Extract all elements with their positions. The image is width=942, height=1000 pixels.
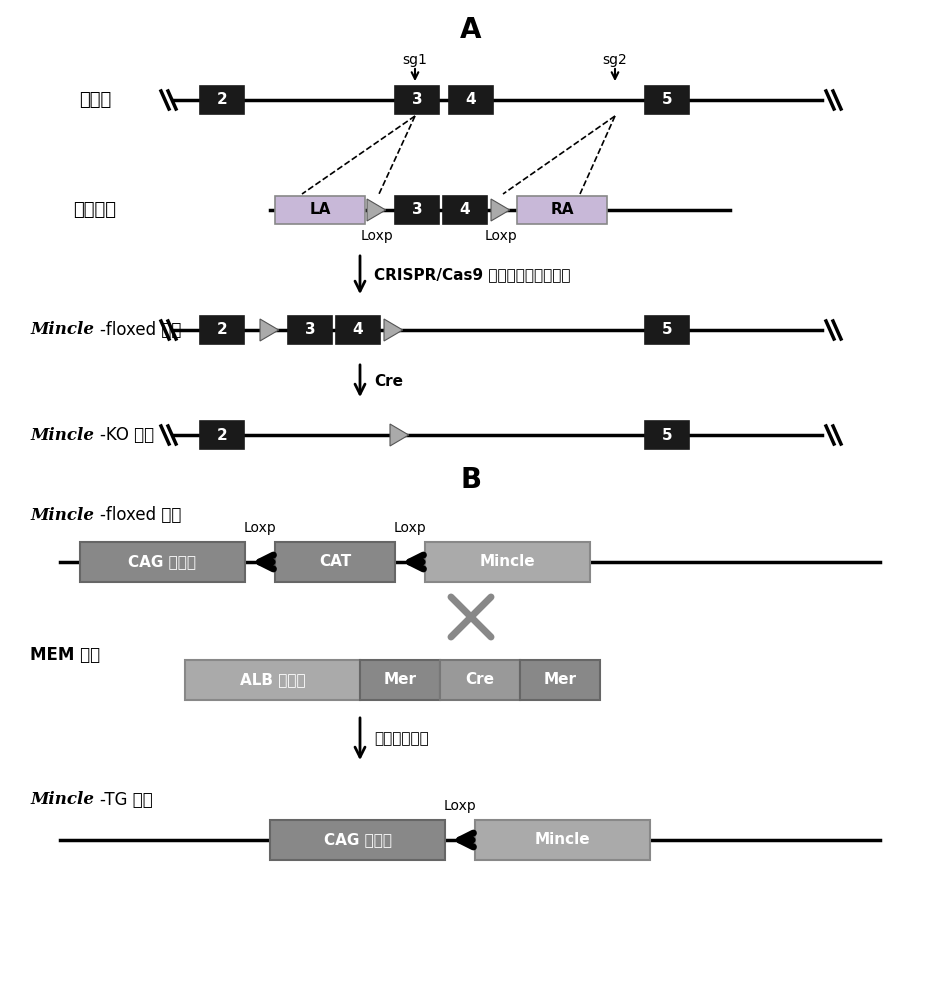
Text: Mincle: Mincle — [479, 554, 535, 570]
Text: Mincle: Mincle — [30, 792, 94, 808]
Bar — [395, 196, 439, 224]
Bar — [185, 660, 360, 700]
Text: MEM 小鼠: MEM 小鼠 — [30, 646, 100, 664]
Text: 3: 3 — [412, 93, 422, 107]
Text: Mincle: Mincle — [30, 322, 94, 338]
Text: 3: 3 — [304, 322, 316, 338]
Bar — [395, 86, 439, 114]
Bar — [200, 421, 244, 449]
Text: 2: 2 — [217, 93, 227, 107]
Bar — [645, 86, 689, 114]
Bar — [520, 660, 600, 700]
Bar — [443, 196, 487, 224]
Text: Loxp: Loxp — [484, 229, 517, 243]
Text: -floxed 小鼠: -floxed 小鼠 — [100, 321, 182, 339]
Polygon shape — [260, 319, 279, 341]
Text: 他莫昔芬处理: 他莫昔芬处理 — [374, 732, 429, 746]
Text: LA: LA — [309, 202, 331, 218]
Text: 4: 4 — [465, 93, 477, 107]
Text: Loxp: Loxp — [361, 229, 394, 243]
Text: 5: 5 — [661, 93, 673, 107]
Bar — [200, 316, 244, 344]
Text: CAG 启动子: CAG 启动子 — [323, 832, 392, 848]
Text: CAG 启动子: CAG 启动子 — [128, 554, 197, 570]
Text: 5: 5 — [661, 322, 673, 338]
Text: B: B — [461, 466, 481, 494]
Text: Loxp: Loxp — [444, 799, 477, 813]
Text: Mer: Mer — [383, 672, 416, 688]
Text: 3: 3 — [412, 202, 422, 218]
Bar — [449, 86, 493, 114]
Bar — [275, 542, 395, 582]
Text: A: A — [461, 16, 481, 44]
Bar — [475, 820, 650, 860]
Bar — [270, 820, 445, 860]
Text: -KO 小鼠: -KO 小鼠 — [100, 426, 154, 444]
Text: CAT: CAT — [319, 554, 351, 570]
Text: Loxp: Loxp — [244, 521, 276, 535]
Text: Mer: Mer — [544, 672, 577, 688]
Bar — [200, 86, 244, 114]
Bar — [288, 316, 332, 344]
Bar — [645, 421, 689, 449]
Bar — [425, 542, 590, 582]
Text: Cre: Cre — [465, 672, 495, 688]
Text: 4: 4 — [352, 322, 364, 338]
Text: 4: 4 — [460, 202, 470, 218]
Text: 野生型: 野生型 — [79, 91, 111, 109]
Text: sg2: sg2 — [603, 53, 627, 67]
Polygon shape — [491, 199, 510, 221]
Bar — [80, 542, 245, 582]
Text: Mincle: Mincle — [535, 832, 591, 848]
Text: Cre: Cre — [374, 373, 403, 388]
Bar — [275, 196, 365, 224]
Text: ALB 启动子: ALB 启动子 — [239, 672, 305, 688]
Text: 2: 2 — [217, 428, 227, 442]
Text: Mincle: Mincle — [30, 506, 94, 524]
Text: RA: RA — [550, 202, 574, 218]
Bar — [645, 316, 689, 344]
Polygon shape — [367, 199, 385, 221]
Polygon shape — [384, 319, 402, 341]
Text: Mincle: Mincle — [30, 426, 94, 444]
Text: CRISPR/Cas9 介导的同源重组修复: CRISPR/Cas9 介导的同源重组修复 — [374, 267, 571, 282]
Text: 供体载体: 供体载体 — [73, 201, 117, 219]
Bar — [440, 660, 520, 700]
Text: sg1: sg1 — [402, 53, 428, 67]
Text: -floxed 小鼠: -floxed 小鼠 — [100, 506, 182, 524]
Text: 2: 2 — [217, 322, 227, 338]
Text: -TG 小鼠: -TG 小鼠 — [100, 791, 153, 809]
Bar — [336, 316, 380, 344]
Text: 5: 5 — [661, 428, 673, 442]
Polygon shape — [390, 424, 409, 446]
Bar — [517, 196, 607, 224]
Text: Loxp: Loxp — [394, 521, 427, 535]
Bar — [360, 660, 440, 700]
